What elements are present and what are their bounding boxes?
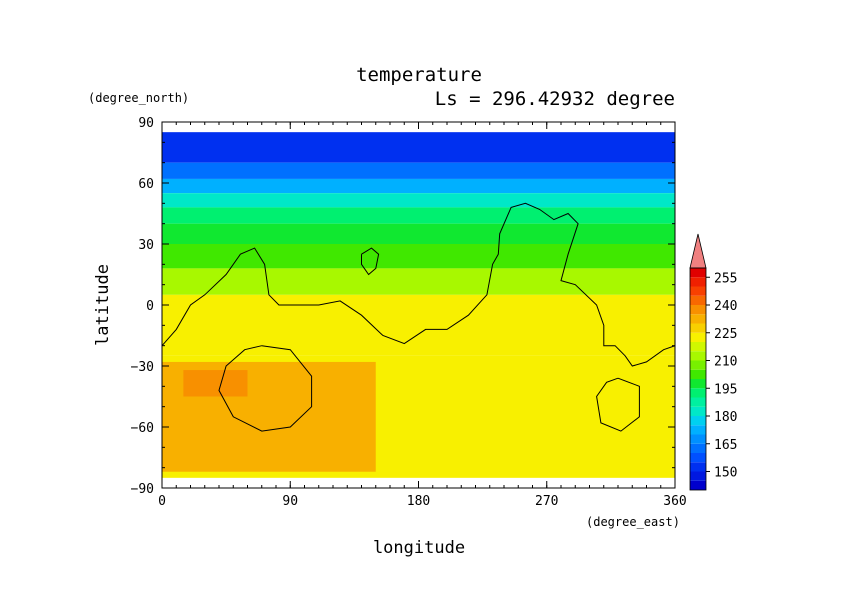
colorbar-bin (690, 268, 706, 278)
temperature-band (162, 207, 675, 224)
y-tick-label: −30 (131, 360, 154, 375)
colorbar-label: 225 (714, 327, 737, 342)
colorbar-bin (690, 323, 706, 333)
temperature-band (162, 294, 675, 356)
colorbar-bin (690, 277, 706, 287)
colorbar-bin (690, 314, 706, 324)
chart-title: temperature (356, 64, 482, 86)
colorbar-bin (690, 351, 706, 361)
contour-line (218, 345, 313, 432)
colorbar-label: 150 (714, 466, 737, 481)
colorbar-bin (690, 406, 706, 416)
colorbar-label: 255 (714, 271, 737, 286)
colorbar-bin (690, 305, 706, 315)
temperature-band (162, 132, 675, 163)
colorbar-label: 240 (714, 299, 737, 314)
colorbar-bin (690, 286, 706, 296)
y-tick-label: 30 (138, 238, 154, 253)
chart-subtitle: Ls = 296.42932 degree (435, 88, 675, 110)
colorbar-bin (690, 397, 706, 407)
colorbar-label: 195 (714, 382, 737, 397)
y-axis-label: latitude (93, 264, 113, 346)
colorbar-label: 210 (714, 355, 737, 370)
y-tick-label: −60 (131, 421, 154, 436)
colorbar-bin (690, 425, 706, 435)
colorbar-bin (690, 416, 706, 426)
colorbar-bin (690, 453, 706, 463)
colorbar-bin (690, 388, 706, 398)
warm-core-region (183, 370, 248, 397)
colorbar-bin (690, 480, 706, 490)
temperature-band (162, 244, 675, 269)
x-tick-label: 0 (158, 494, 166, 509)
colorbar-frame (689, 267, 707, 491)
temperature-band (162, 223, 675, 244)
colorbar-bin (690, 471, 706, 481)
y-tick-label: 90 (138, 116, 154, 131)
colorbar-bin (690, 332, 706, 342)
colorbar-bin (690, 295, 706, 305)
contour-line (162, 202, 675, 367)
colorbar-bin (690, 360, 706, 370)
colorbar-bin (690, 462, 706, 472)
x-unit-label: (degree_east) (586, 515, 680, 529)
contour-line (361, 247, 380, 276)
temperature-field (162, 132, 675, 478)
colorbar-bin (690, 342, 706, 352)
colorbar-label: 165 (714, 438, 737, 453)
y-unit-label: (degree_north) (88, 91, 189, 105)
contour-lines (162, 202, 675, 432)
y-tick-label: 0 (146, 299, 154, 314)
y-tick-label: −90 (131, 482, 154, 497)
colorbar-bin (690, 434, 706, 444)
colorbar-label: 180 (714, 410, 737, 425)
x-axis-label: longitude (373, 538, 465, 558)
x-axis: 0 90 180 270 360 (158, 122, 687, 509)
colorbar-bin (690, 369, 706, 379)
colorbar: 150 165 180 195 210 225 240 255 (689, 233, 737, 491)
colorbar-bin (690, 379, 706, 389)
x-tick-label: 180 (407, 494, 430, 509)
colorbar-over-arrow (689, 233, 707, 269)
x-tick-label: 270 (535, 494, 558, 509)
temperature-band (162, 178, 675, 194)
x-tick-label: 90 (282, 494, 298, 509)
x-tick-label: 360 (663, 494, 686, 509)
y-axis: 90 60 30 0 −30 −60 −90 (131, 116, 675, 497)
y-tick-label: 60 (138, 177, 154, 192)
temperature-band (162, 193, 675, 208)
temperature-band (162, 268, 675, 295)
colorbar-bin (690, 443, 706, 453)
contour-line (596, 377, 640, 432)
temperature-band (162, 162, 675, 179)
